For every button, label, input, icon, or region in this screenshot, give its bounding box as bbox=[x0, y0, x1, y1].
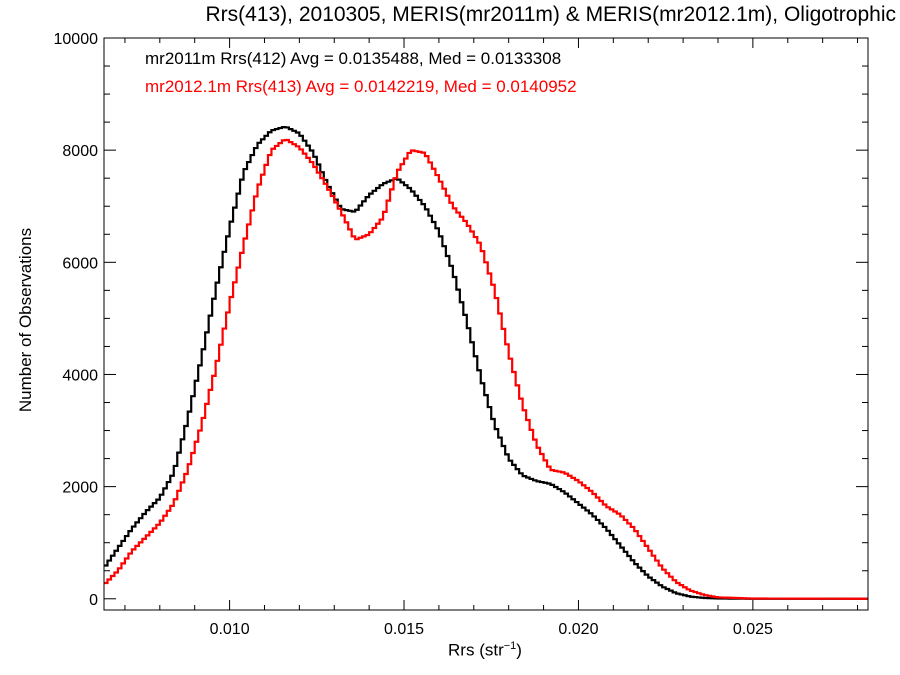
plot-frame bbox=[103, 37, 869, 611]
x-axis-label-close: ) bbox=[516, 640, 522, 660]
x-axis-label-text: Rrs (str bbox=[448, 640, 504, 660]
y-tick-label: 4000 bbox=[62, 367, 98, 384]
x-tick-label: 0.015 bbox=[384, 621, 424, 638]
x-axis-label: Rrs (str−1) bbox=[448, 640, 522, 661]
series-line-black bbox=[104, 125, 868, 600]
x-tick-label: 0.025 bbox=[733, 621, 773, 638]
y-tick-label: 0 bbox=[89, 592, 98, 609]
legend: mr2011m Rrs(412) Avg = 0.0135488, Med = … bbox=[145, 45, 577, 101]
series-line-red bbox=[104, 138, 868, 600]
y-tick-label: 8000 bbox=[62, 143, 98, 160]
legend-entry-black: mr2011m Rrs(412) Avg = 0.0135488, Med = … bbox=[145, 49, 562, 68]
y-tick-label: 2000 bbox=[62, 480, 98, 497]
x-tick-label: 0.010 bbox=[210, 621, 250, 638]
y-tick-label: 10000 bbox=[54, 31, 99, 48]
legend-entry-red: mr2012.1m Rrs(413) Avg = 0.0142219, Med … bbox=[145, 77, 577, 96]
x-axis-label-unit-exponent: −1 bbox=[503, 640, 517, 652]
chart-title: Rrs(413), 2010305, MERIS(mr2011m) & MERI… bbox=[205, 3, 896, 26]
x-tick-label: 0.020 bbox=[558, 621, 598, 638]
y-tick-label: 6000 bbox=[62, 255, 98, 272]
